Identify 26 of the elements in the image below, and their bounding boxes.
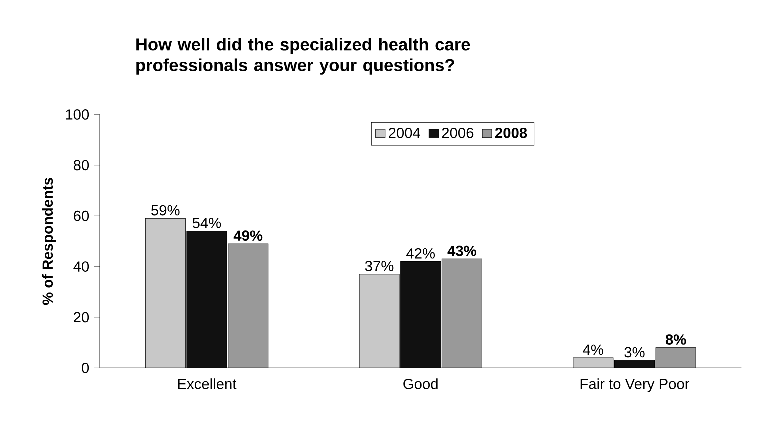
y-axis-title: % of Respondents	[42, 178, 56, 306]
bar	[442, 259, 482, 368]
legend-label: 2006	[442, 128, 474, 138]
legend-label: 2008	[495, 128, 528, 138]
data-label: 54%	[192, 218, 222, 228]
y-tick-label: 0	[82, 363, 90, 374]
y-tick-label: 80	[74, 160, 90, 171]
bar	[228, 244, 268, 368]
x-tick-label: Fair to Very Poor	[580, 378, 690, 392]
data-label: 42%	[406, 248, 435, 259]
y-tick-label: 40	[74, 262, 90, 272]
data-label: 49%	[234, 230, 263, 242]
data-label: 4%	[583, 344, 604, 356]
x-tick-label: Excellent	[178, 378, 237, 390]
data-label: 8%	[666, 334, 686, 346]
x-tick-label: Good	[404, 378, 438, 390]
data-label: 3%	[624, 347, 645, 358]
y-tick-label: 100	[66, 110, 90, 120]
y-tick-label: 20	[74, 312, 90, 323]
data-label: 37%	[365, 261, 394, 272]
data-label: 59%	[152, 205, 180, 216]
data-label: 43%	[448, 246, 476, 256]
bar	[656, 348, 696, 368]
legend-label: 2004	[389, 128, 420, 138]
y-tick-label: 60	[74, 210, 90, 222]
chart-title: How well did the specialized health care professionals answer your questions?	[136, 38, 470, 75]
